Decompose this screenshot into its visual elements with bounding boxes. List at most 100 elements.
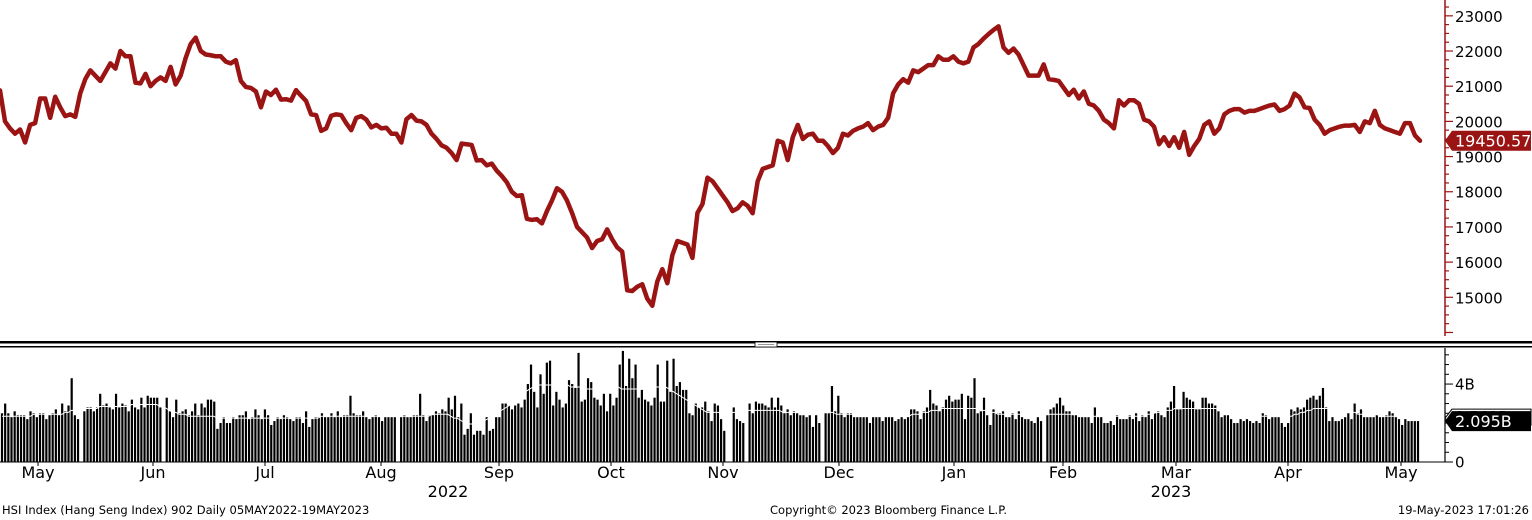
volume-bar <box>99 393 102 462</box>
volume-bar <box>1160 415 1163 462</box>
volume-bar <box>897 419 900 462</box>
price-tick-label: 20000 <box>1455 113 1503 131</box>
volume-bar <box>697 407 701 462</box>
volume-bar <box>894 421 897 462</box>
volume-bar <box>1312 395 1315 462</box>
volume-bar <box>1144 417 1147 462</box>
volume-bar <box>441 409 444 462</box>
volume-bar <box>666 360 669 462</box>
volume-bar <box>640 389 643 462</box>
volume-bar <box>377 417 381 462</box>
volume-bar <box>507 405 510 462</box>
month-label: Oct <box>597 463 625 482</box>
volume-bar <box>935 405 938 462</box>
volume-bar <box>1385 415 1388 462</box>
volume-bar <box>45 419 48 462</box>
volume-bar <box>1344 417 1347 462</box>
price-y-axis: 15000 16000 17000 18000 19000 20000 21000 22000… <box>1444 0 1503 336</box>
volume-bar <box>222 417 225 462</box>
volume-bar <box>986 415 989 462</box>
volume-bar <box>57 415 61 462</box>
volume-bar <box>472 434 476 462</box>
volume-bar <box>704 401 707 462</box>
panel-divider[interactable] <box>0 341 1532 348</box>
volume-bar <box>1302 407 1306 462</box>
volume-bar <box>216 428 219 462</box>
volume-bar <box>1115 415 1119 462</box>
hsi-chart: 15000 16000 17000 18000 19000 20000 21000 22000… <box>0 0 1532 500</box>
volume-bar <box>238 415 241 462</box>
volume-bar <box>1372 417 1375 462</box>
volume-bar <box>669 391 672 462</box>
volume-bar <box>1191 401 1195 462</box>
volume-bar <box>308 426 311 462</box>
volume-bar <box>447 397 450 462</box>
volume-bar <box>1055 403 1058 462</box>
volume-bar <box>650 405 653 462</box>
month-label: Feb <box>1049 463 1077 482</box>
volume-bar <box>200 403 203 462</box>
volume-bar <box>1404 419 1407 462</box>
volume-bar <box>916 411 919 462</box>
volume-bar <box>175 399 178 462</box>
volume-bar <box>121 403 124 462</box>
price-tick-label: 19000 <box>1455 149 1503 167</box>
volume-bar <box>1087 417 1090 462</box>
volume-bar <box>1230 419 1233 462</box>
volume-bar <box>1296 407 1299 462</box>
volume-bar <box>1185 397 1188 462</box>
volume-bar <box>38 413 42 462</box>
volume-bar <box>875 417 878 462</box>
volume-bar <box>1249 421 1252 462</box>
volume-bar <box>118 407 121 462</box>
volume-bar <box>1401 424 1404 462</box>
volume-bar <box>469 413 472 462</box>
footer-copyright: Copyright© 2023 Bloomberg Finance L.P. <box>770 503 1007 517</box>
volume-bar <box>859 417 862 462</box>
price-tick-label: 18000 <box>1455 184 1503 202</box>
volume-bar <box>336 411 339 462</box>
volume-bar <box>691 415 694 462</box>
volume-bar <box>314 417 317 462</box>
volume-bar <box>979 411 982 462</box>
volume-bar <box>384 417 387 462</box>
volume-bar <box>197 415 200 462</box>
volume-bar <box>444 411 447 462</box>
volume-bar <box>567 380 571 462</box>
volume-tick-label: 4B <box>1455 376 1475 394</box>
volume-bar <box>1046 415 1049 462</box>
volume-bar <box>989 424 992 462</box>
last-price-value: 19450.57 <box>1455 132 1531 151</box>
volume-bar <box>872 417 875 462</box>
volume-bar <box>228 423 232 462</box>
volume-y-axis: 0 4B <box>0 348 1475 472</box>
volume-bar <box>621 350 624 462</box>
volume-bar <box>48 415 51 462</box>
volume-bar <box>618 364 621 462</box>
volume-bar <box>548 360 552 462</box>
volume-bar <box>815 415 818 462</box>
volume-bar <box>599 405 602 462</box>
volume-bar <box>1103 423 1106 462</box>
volume-bar <box>4 403 7 462</box>
volume-bar <box>672 358 675 462</box>
volume-bar <box>1204 397 1207 462</box>
volume-bar <box>884 417 887 462</box>
volume-bar <box>1271 417 1274 462</box>
volume-bar <box>1287 423 1290 462</box>
volume-bar <box>605 411 609 462</box>
volume-bar <box>767 407 770 462</box>
volume-bar <box>491 428 495 462</box>
volume-bar <box>42 413 45 462</box>
volume-bar <box>1337 421 1340 462</box>
month-label: Mar <box>1161 463 1192 482</box>
volume-bar <box>1093 407 1096 462</box>
volume-bar <box>1261 413 1264 462</box>
volume-bar <box>1024 419 1027 462</box>
volume-bar <box>891 417 894 462</box>
volume-bar <box>742 423 745 462</box>
volume-bar <box>656 364 659 462</box>
volume-bar <box>460 403 463 462</box>
volume-bar <box>824 413 827 462</box>
volume-bar <box>590 382 593 462</box>
